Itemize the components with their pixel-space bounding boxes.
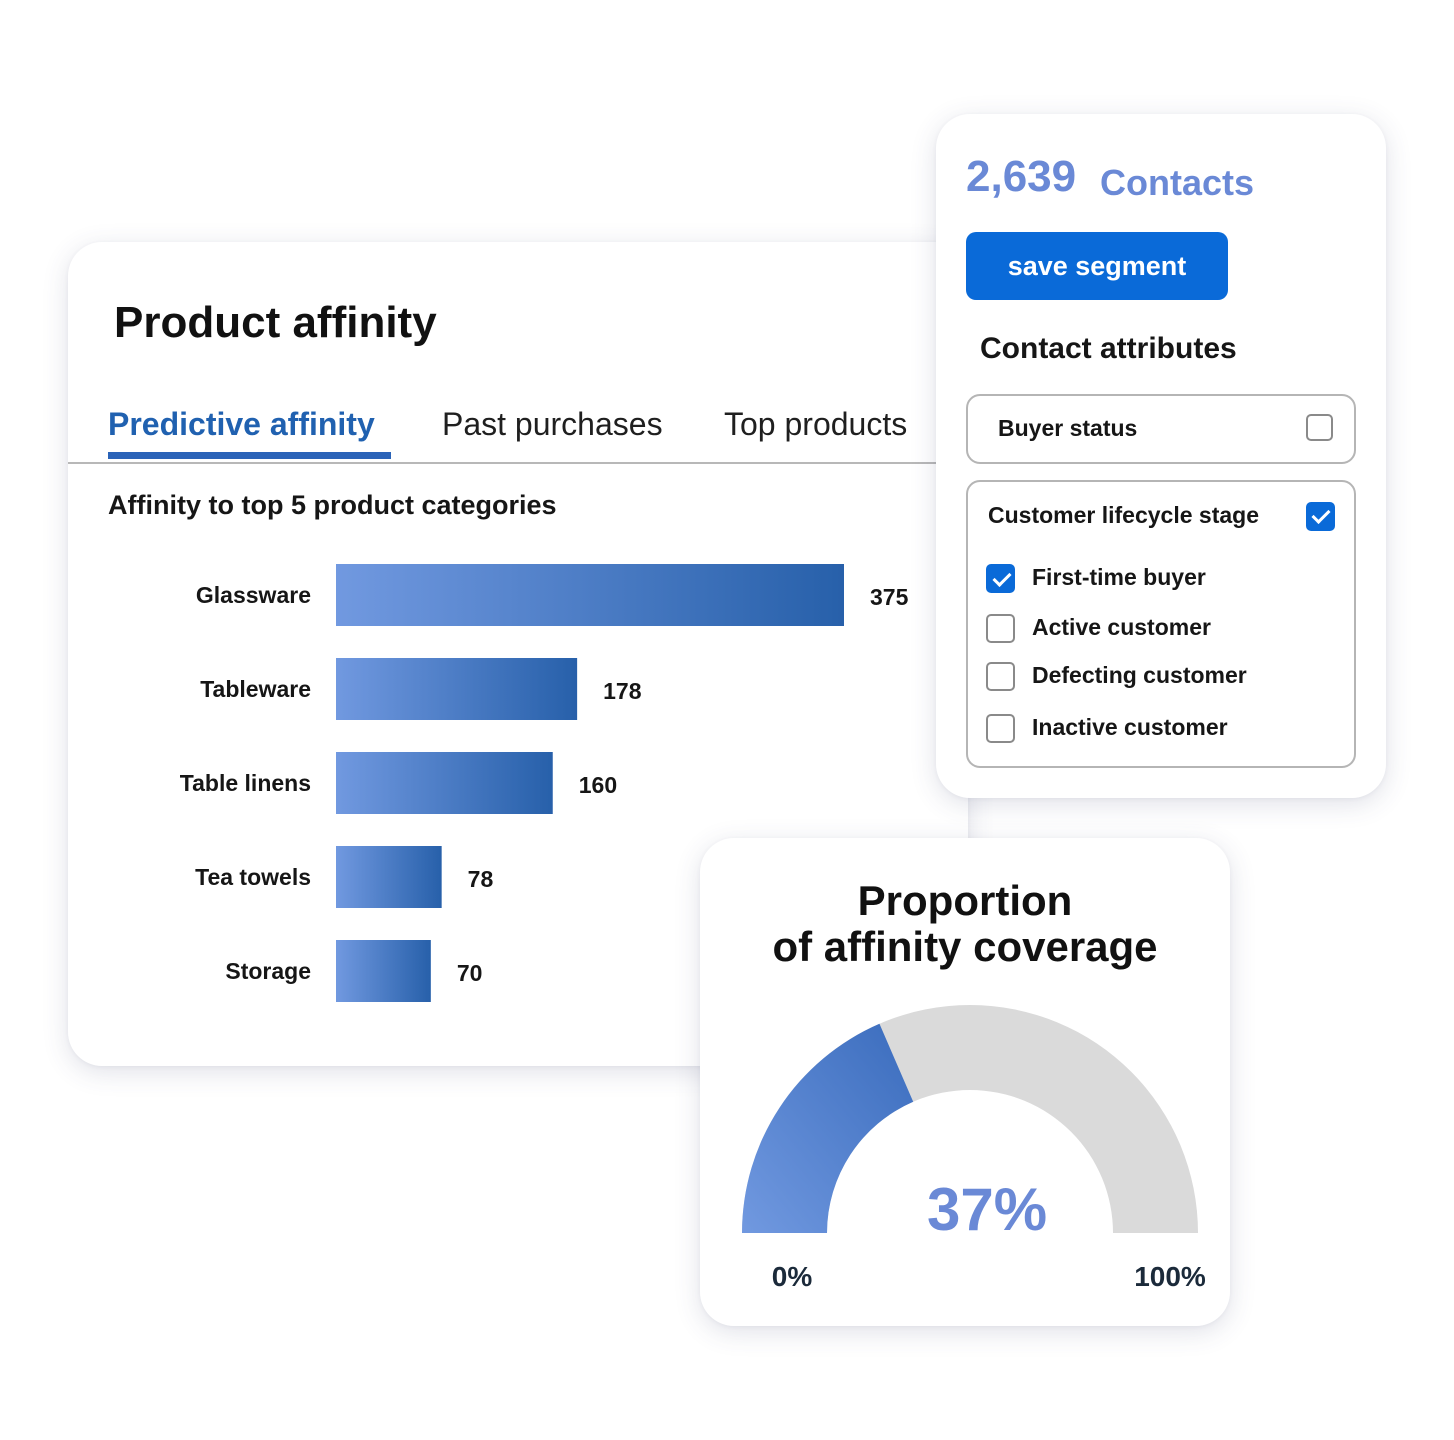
inactive-customer-label: Inactive customer [1032,714,1228,740]
first-time-buyer-checkbox[interactable] [986,564,1015,593]
buyer-status-label: Buyer status [998,415,1138,441]
affinity-coverage-card: Proportion of affinity coverage 37% 0% 1… [700,838,1230,1326]
value-label-storage: 70 [457,960,483,986]
active-customer-checkbox[interactable] [986,614,1015,643]
category-label-glassware: Glassware [196,582,311,608]
defecting-customer-checkbox[interactable] [986,662,1015,691]
contacts-count: 2,639 [966,152,1077,201]
value-label-table-linens: 160 [579,772,617,798]
value-label-tea-towels: 78 [468,866,494,892]
tab-predictive-affinity[interactable]: Predictive affinity [108,406,391,459]
category-label-tea-towels: Tea towels [195,864,311,890]
value-label-glassware: 375 [870,584,909,610]
coverage-title: Proportion of affinity coverage [700,878,1230,970]
contacts-label: Contacts [1100,162,1255,203]
category-label-table-linens: Table linens [180,770,311,796]
chart-subtitle: Affinity to top 5 product categories [108,490,557,520]
affinity-bar-chart: Glassware 375 Tableware 178 Table linens 160 T… [180,564,909,1002]
buyer-status-filter[interactable]: Buyer status [966,394,1356,464]
first-time-buyer-label: First-time buyer [1032,564,1206,590]
save-segment-button[interactable]: save segment [966,232,1228,300]
defecting-customer-label: Defecting customer [1032,662,1247,688]
bar-tea-towels [336,846,442,908]
gauge-value-label: 37% [927,1176,1047,1243]
category-label-storage: Storage [225,958,311,984]
gauge-min-label: 0% [772,1261,813,1292]
contacts-card: 2,639 Contacts save segment Contact attr… [936,114,1386,798]
tab-bar: Predictive affinity Past purchases Top p… [68,402,938,464]
bar-storage [336,940,431,1002]
product-affinity-card: Product affinity Predictive affinity Pas… [68,242,968,1066]
bar-glassware [336,564,844,626]
value-label-tableware: 178 [603,678,642,704]
coverage-gauge: 37% 0% 100% [742,1005,1206,1292]
customer-lifecycle-filter: Customer lifecycle stage First-time buye… [966,480,1356,768]
category-label-tableware: Tableware [200,676,311,702]
coverage-title-line1: Proportion [857,877,1073,924]
coverage-title-line2: of affinity coverage [772,923,1158,970]
tab-top-products[interactable]: Top products [724,406,908,442]
active-customer-label: Active customer [1032,614,1211,640]
buyer-status-checkbox[interactable] [1306,414,1333,441]
tab-past-purchases[interactable]: Past purchases [442,406,663,442]
lifecycle-stage-label: Customer lifecycle stage [988,502,1260,528]
lifecycle-stage-checkbox[interactable] [1306,502,1335,531]
inactive-customer-checkbox[interactable] [986,714,1015,743]
page-title: Product affinity [114,298,437,347]
gauge-max-label: 100% [1134,1261,1206,1292]
bar-tableware [336,658,578,720]
gauge-fill [742,1023,914,1233]
bar-table-linens [336,752,553,814]
contact-attributes-title: Contact attributes [980,332,1237,365]
